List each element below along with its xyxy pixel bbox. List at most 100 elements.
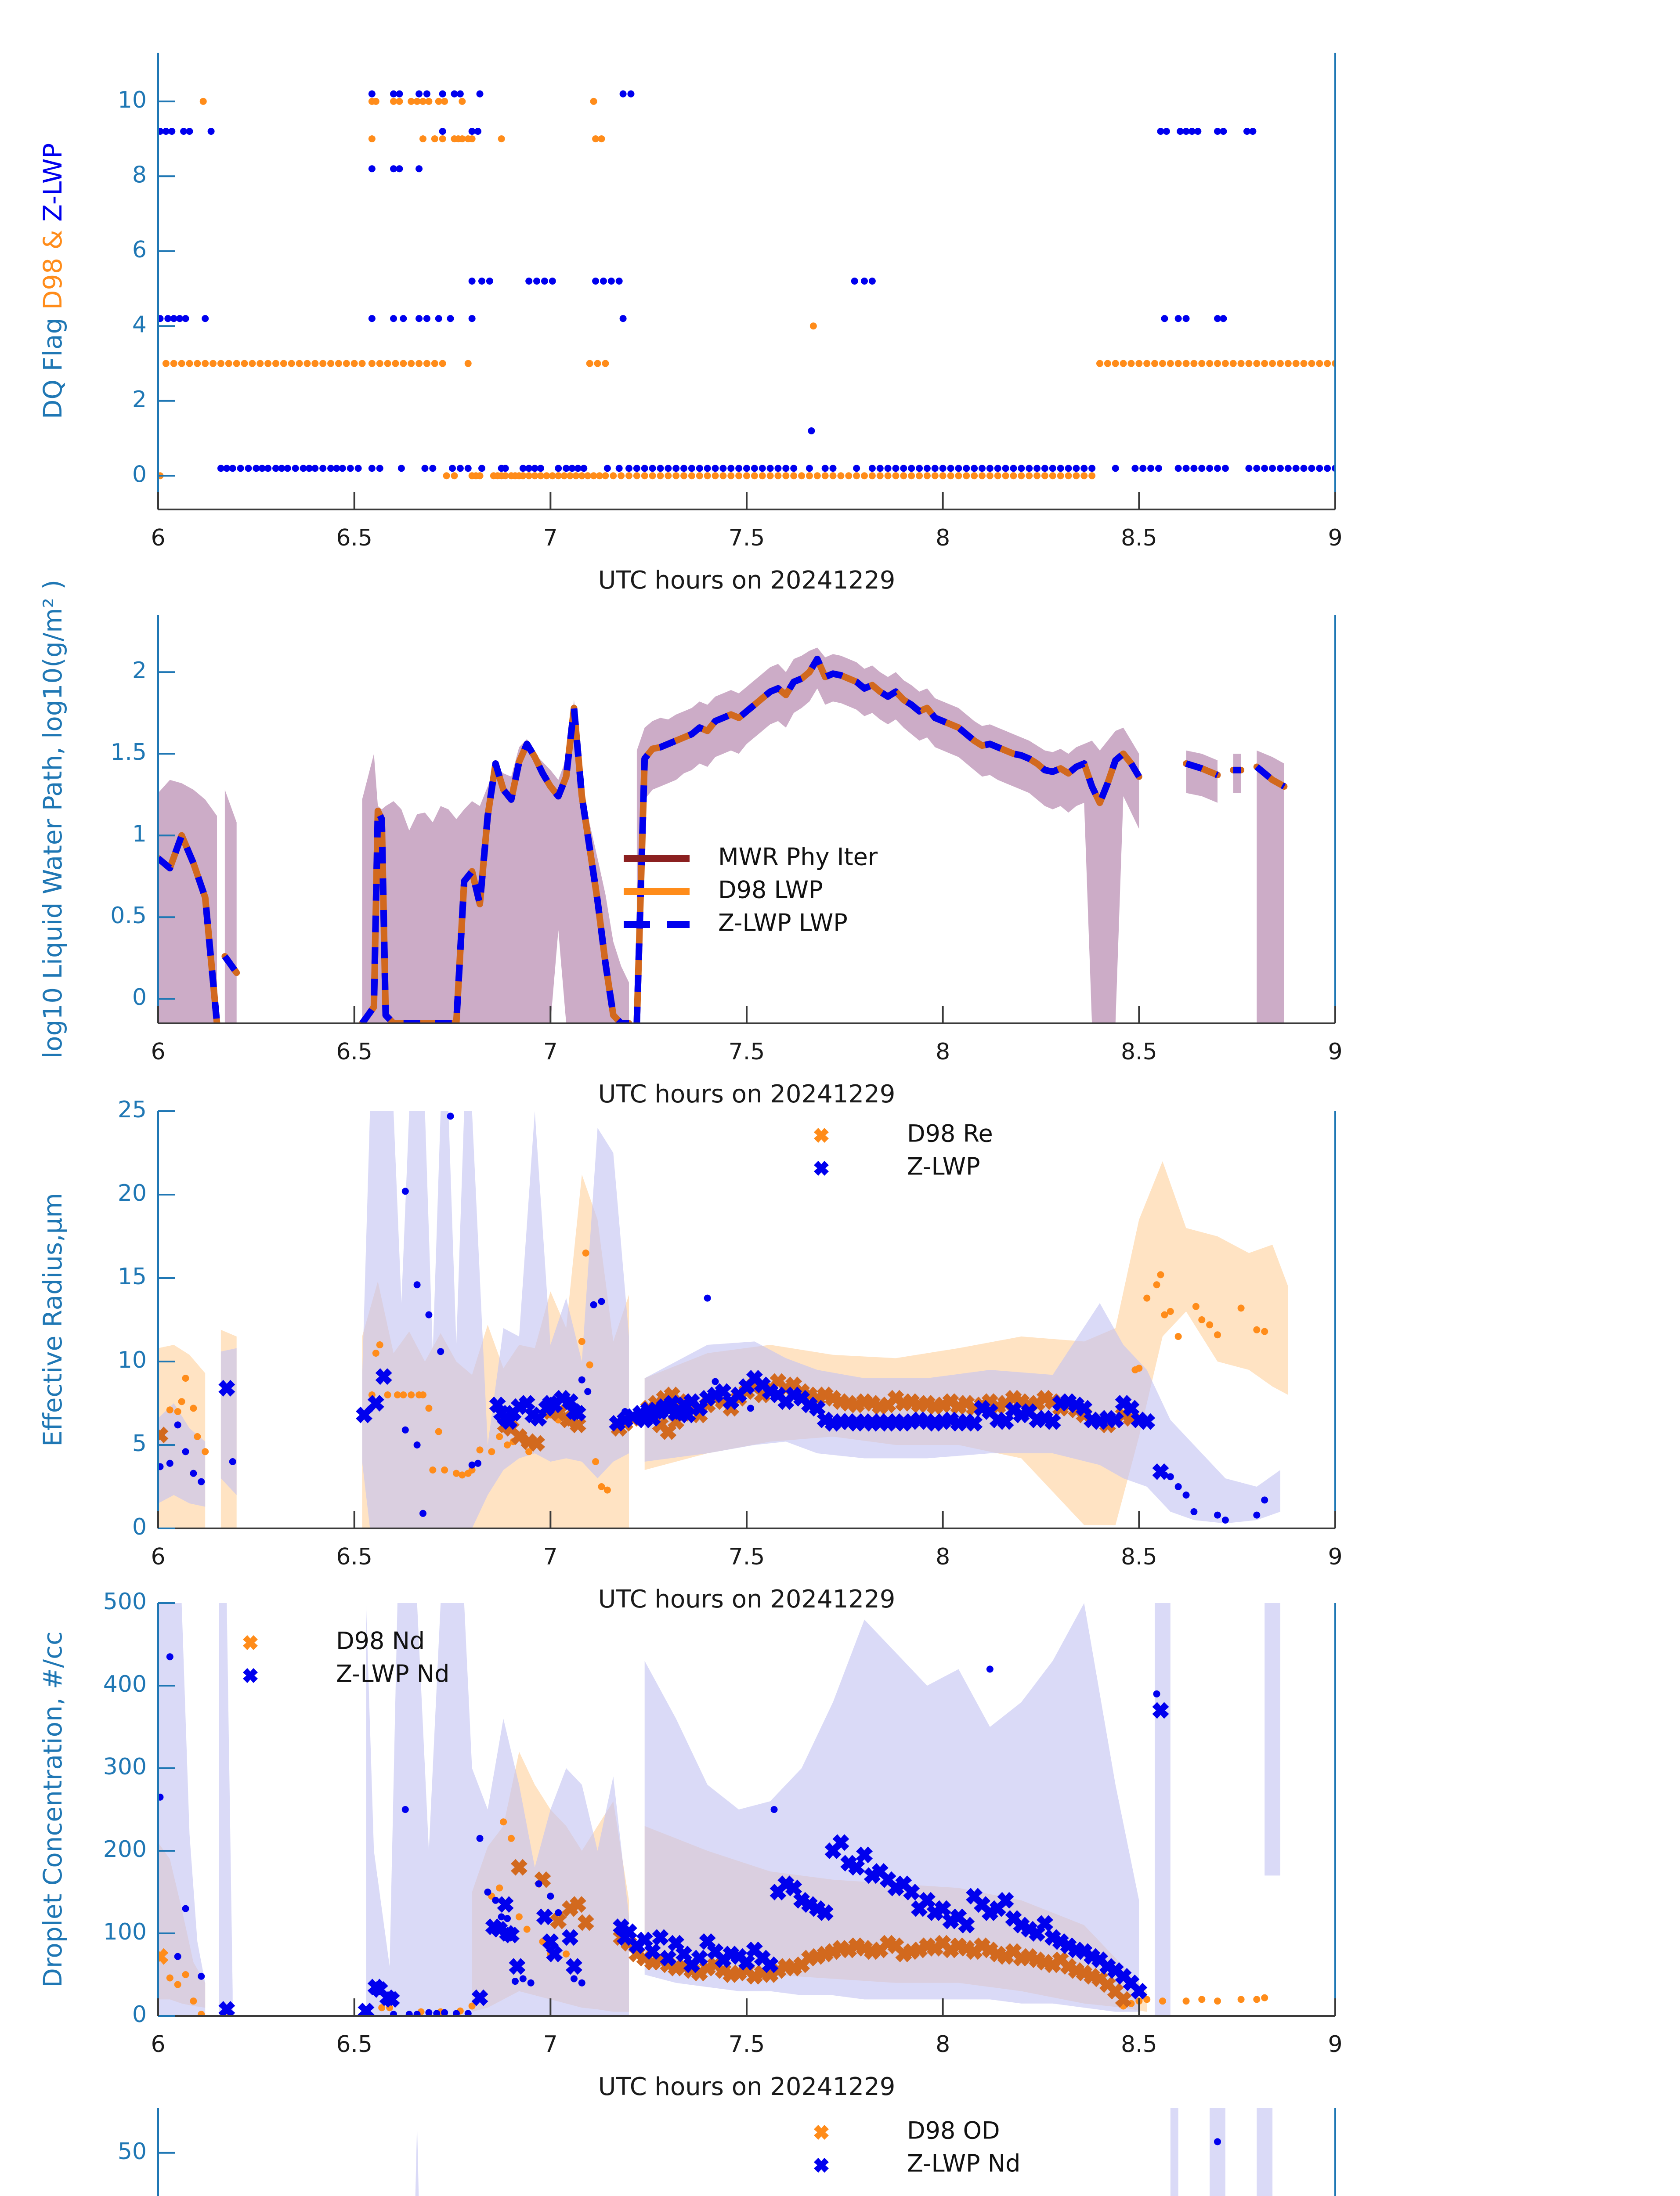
- panel-reff: 0 5 10 15 20 25 6 6.5 7 7.5 8 8.5 9 UTC hours on 2024…: [0, 1097, 1680, 1669]
- marker-dot: [868, 278, 876, 285]
- marker-dot: [423, 360, 430, 367]
- marker-dot: [1167, 1473, 1174, 1481]
- marker-dot: [1161, 1471, 1168, 1479]
- marker-dot: [549, 278, 556, 285]
- marker-dot: [829, 465, 837, 472]
- y-tick-label: 0: [132, 984, 147, 1011]
- marker-dot: [555, 465, 562, 472]
- marker-dot: [478, 278, 485, 285]
- marker-x: [510, 1859, 527, 1876]
- marker-dot: [202, 360, 209, 367]
- marker-dot: [1002, 472, 1009, 480]
- marker-dot: [790, 472, 798, 480]
- marker-x: [652, 1929, 669, 1946]
- marker-dot: [343, 360, 350, 367]
- marker-dot: [641, 472, 648, 480]
- marker-dot: [1080, 472, 1088, 480]
- marker-x: [356, 1406, 372, 1423]
- marker-dot: [186, 128, 193, 135]
- marker-dot: [1157, 1271, 1164, 1279]
- marker-dot: [451, 472, 458, 480]
- x-tick-label: 8.5: [1121, 1039, 1157, 1065]
- marker-dot: [368, 135, 376, 143]
- y-tick-label: 8: [132, 162, 147, 188]
- marker-dot: [174, 1953, 181, 1960]
- marker-dot: [1088, 465, 1096, 472]
- marker-dot: [253, 465, 260, 472]
- marker-dot: [464, 465, 472, 472]
- marker-dot: [829, 472, 837, 480]
- marker-dot: [408, 98, 415, 105]
- marker-dot: [174, 1408, 181, 1415]
- marker-dot: [1253, 1996, 1261, 2003]
- marker-x: [528, 1435, 546, 1452]
- marker-dot: [229, 465, 236, 472]
- marker-dot: [876, 465, 884, 472]
- marker-dot: [202, 315, 209, 322]
- marker-dot: [657, 465, 664, 472]
- marker-dot: [602, 472, 609, 480]
- marker-dot: [851, 278, 858, 285]
- marker-x: [679, 1406, 696, 1423]
- marker-dot: [649, 465, 656, 472]
- marker-dot: [971, 472, 978, 480]
- marker-dot: [1284, 360, 1292, 367]
- marker-dot: [476, 1835, 484, 1842]
- band-zlwp: [220, 1348, 237, 1495]
- marker-dot: [751, 472, 758, 480]
- marker-dot: [429, 465, 437, 472]
- marker-dot: [288, 360, 295, 367]
- marker-dot: [425, 2009, 433, 2016]
- marker-dot: [376, 465, 383, 472]
- marker-x: [1152, 1702, 1169, 1719]
- marker-dot: [300, 465, 307, 472]
- marker-dot: [168, 128, 176, 135]
- marker-dot: [492, 1896, 499, 1904]
- marker-dot: [459, 135, 466, 143]
- marker-dot: [770, 1806, 778, 1813]
- marker-dot: [170, 360, 177, 367]
- marker-dot: [441, 98, 448, 105]
- marker-dot: [567, 472, 574, 480]
- marker-dot: [1214, 2138, 1221, 2145]
- y-tick-label: 100: [103, 1919, 147, 1945]
- marker-dot: [1261, 1994, 1268, 2001]
- marker-dot: [443, 472, 450, 480]
- marker-dot: [198, 1478, 205, 1485]
- marker-dot: [1139, 465, 1147, 472]
- marker-x: [218, 2001, 235, 2016]
- marker-dot: [1194, 128, 1202, 135]
- series-z-lwp-small: [158, 1112, 1268, 1524]
- marker-dot: [1131, 465, 1139, 472]
- uncertainty-bands: [158, 647, 1284, 1023]
- marker-x: [817, 1904, 834, 1921]
- marker-dot: [350, 360, 358, 367]
- marker-dot: [182, 1971, 189, 1978]
- marker-dot: [1112, 360, 1119, 367]
- marker-dot: [1214, 128, 1221, 135]
- marker-dot: [615, 465, 623, 472]
- marker-dot: [519, 1975, 527, 1983]
- data-layer: [158, 1653, 1268, 2016]
- marker-dot: [396, 165, 403, 173]
- marker-dot: [439, 90, 446, 98]
- marker-dot: [900, 472, 907, 480]
- marker-dot: [1151, 360, 1159, 367]
- marker-dot: [488, 1448, 495, 1456]
- band-zlwp: [1265, 1603, 1280, 1876]
- marker-dot: [735, 472, 743, 480]
- marker-dot: [419, 135, 426, 143]
- marker-dot: [1073, 472, 1080, 480]
- y-tick-label: 6: [132, 237, 147, 263]
- legend-label: D98 OD: [907, 2117, 1000, 2145]
- marker-dot: [845, 472, 853, 480]
- marker-dot: [158, 315, 164, 322]
- marker-dot: [1135, 1365, 1143, 1372]
- marker-dot: [319, 465, 327, 472]
- marker-x: [848, 1859, 865, 1876]
- marker-dot: [610, 472, 617, 480]
- marker-dot: [468, 128, 476, 135]
- marker-dot: [704, 472, 711, 480]
- marker-x: [785, 1879, 802, 1896]
- marker-dot: [500, 1818, 507, 1826]
